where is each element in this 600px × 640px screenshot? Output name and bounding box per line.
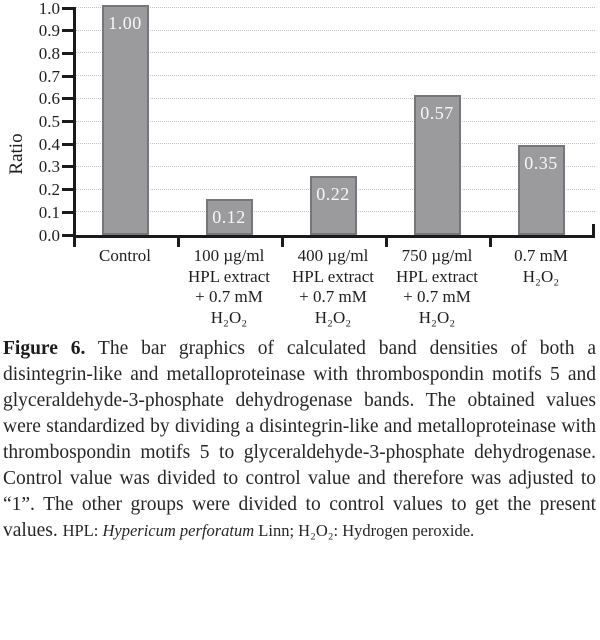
x-tick-label-line: 100 µg/ml [193, 246, 265, 265]
x-tick [177, 238, 180, 247]
x-tick-label-line: + 0.7 mM [299, 287, 367, 306]
bar: 1.00 [101, 5, 149, 235]
x-tick-label: 400 µg/ml HPL extract + 0.7 mM H₂O₂ [273, 246, 393, 328]
x-tick-label: 750 µg/ml HPL extract + 0.7 mM H₂O₂ [377, 246, 497, 328]
gridline [76, 52, 595, 54]
figure-caption-label: Figure 6. [3, 338, 86, 359]
x-tick-label-line: HPL extract [396, 266, 478, 286]
figure-caption-body: The bar graphics of calculated band dens… [3, 338, 596, 541]
x-tick-label-line: + 0.7 mM [195, 287, 263, 306]
y-tick [62, 188, 73, 192]
y-tick-label: 0.9 [38, 21, 60, 41]
y-tick [62, 29, 73, 33]
x-tick-label-line: + 0.7 mM [403, 287, 471, 306]
x-tick-label-line: H₂O₂ [210, 307, 248, 327]
y-tick [62, 51, 73, 55]
x-tick-label-line: 0.7 mM [514, 246, 568, 265]
x-tick-label-line: 400 µg/ml [297, 246, 369, 265]
y-tick [62, 74, 73, 78]
abbrev-hpl-prefix: HPL: [62, 521, 103, 540]
bar-value-label: 0.35 [524, 153, 558, 173]
gridline [76, 29, 595, 31]
y-tick [62, 210, 73, 214]
x-tick-label: Control [65, 246, 185, 267]
y-tick-label: 0.4 [38, 134, 60, 154]
bar-value-label: 0.12 [212, 207, 246, 227]
figure-caption: Figure 6. The bar graphics of calculated… [3, 336, 596, 544]
x-tick-label-line: H₂O₂ [522, 266, 560, 286]
y-tick-label: 0.8 [38, 43, 60, 63]
gridline [76, 143, 595, 145]
bar-value-label: 0.57 [420, 103, 454, 123]
bar-chart: Ratio 1.00 0.12 0.22 0.57 0.35 1.0 0.9 0.8 0.7 0… [6, 0, 600, 328]
y-tick [62, 6, 73, 10]
bar: 0.35 [517, 145, 565, 235]
y-tick [62, 165, 73, 169]
x-tick [281, 238, 284, 247]
y-tick-label: 0.6 [38, 89, 60, 109]
y-tick-label: 0.0 [38, 225, 60, 245]
bar-value-label: 0.22 [316, 184, 350, 204]
y-tick [62, 142, 73, 146]
y-tick [62, 233, 73, 237]
y-tick-label: 0.1 [38, 202, 60, 222]
gridline [76, 165, 595, 167]
bar: 0.12 [205, 199, 253, 235]
bar-value-label: 1.00 [108, 13, 142, 33]
y-tick [62, 97, 73, 101]
x-tick-label-line: 750 µg/ml [401, 246, 473, 265]
y-tick-label: 0.2 [38, 180, 60, 200]
x-tick [489, 238, 492, 247]
species-name: Hypericum perforatum [102, 521, 255, 540]
x-tick-label-line: H₂O₂ [418, 307, 456, 327]
abbreviation-note: HPL: Hypericum perforatum Linn; H₂O₂: Hy… [63, 521, 475, 540]
y-tick [62, 120, 73, 123]
plot-area: 1.00 0.12 0.22 0.57 0.35 [73, 5, 595, 238]
x-tick-label-line: HPL extract [292, 266, 374, 286]
bar: 0.57 [413, 95, 461, 235]
gridline [76, 120, 595, 122]
x-tick-label: 100 µg/ml HPL extract + 0.7 mM H₂O₂ [169, 246, 289, 328]
x-tick [73, 238, 76, 247]
gridline [76, 7, 595, 8]
gridline [76, 75, 595, 77]
y-tick-label: 0.7 [38, 66, 60, 86]
x-tick-label: 0.7 mM H₂O₂ [481, 246, 600, 287]
x-tick-label-line: Control [99, 246, 151, 265]
y-tick-label: 0.3 [38, 157, 60, 177]
x-tick [385, 238, 388, 247]
x-tick-label-line: H₂O₂ [314, 307, 352, 327]
x-axis-end-cap [592, 224, 595, 238]
y-tick-label: 1.0 [38, 0, 60, 18]
abbrev-h2o2: H₂O₂: Hydrogen peroxide. [298, 521, 475, 540]
x-tick-label-line: HPL extract [188, 266, 270, 286]
gridline [76, 97, 595, 99]
abbrev-hpl-suffix: Linn; [254, 521, 299, 540]
y-tick-label: 0.5 [38, 112, 60, 131]
bar: 0.22 [309, 176, 357, 235]
